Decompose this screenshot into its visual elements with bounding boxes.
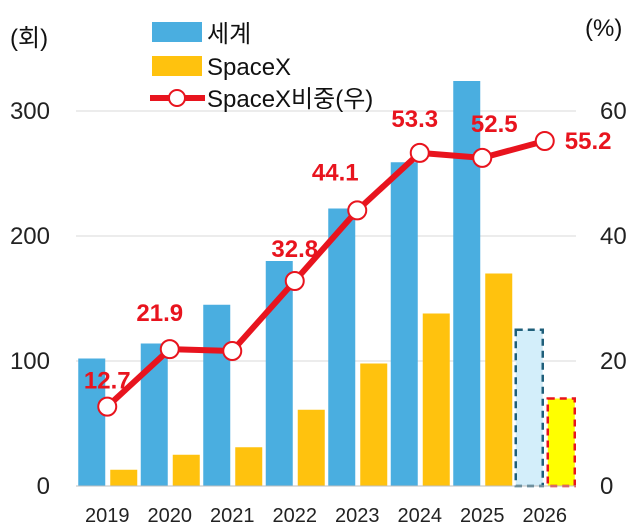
share-marker (222, 341, 243, 361)
bar-world (203, 304, 231, 486)
left-tick-label: 0 (37, 473, 50, 500)
right-tick-label: 60 (600, 98, 627, 125)
share-marker (284, 271, 305, 291)
left-tick-label: 300 (10, 98, 50, 125)
x-tick-label: 2024 (398, 505, 443, 527)
legend-swatch-world (152, 22, 202, 42)
share-data-label: 53.3 (391, 106, 438, 133)
x-tick-label: 2023 (335, 505, 380, 527)
bar-spacex (485, 273, 513, 486)
x-tick-label: 2026 (523, 505, 568, 527)
share-data-label: 21.9 (136, 300, 183, 327)
left-axis-unit: (회) (10, 25, 48, 52)
share-data-label: 55.2 (565, 128, 612, 155)
bar-spacex (360, 363, 388, 486)
share-marker (347, 200, 368, 221)
legend-label-share: SpaceX비중(우) (207, 86, 373, 113)
x-tick-label: 2025 (460, 505, 505, 527)
share-data-label: 52.5 (471, 111, 518, 138)
bar-world (78, 358, 106, 486)
right-axis-unit: (%) (585, 15, 622, 42)
bar-world (453, 81, 481, 486)
legend-swatch-spacex (152, 56, 202, 76)
bar-world (328, 208, 356, 486)
share-data-label: 12.7 (84, 368, 131, 395)
share-marker (97, 396, 118, 417)
bar-spacex-projected (546, 397, 576, 488)
x-tick-label: 2019 (85, 505, 130, 527)
x-tick-label: 2020 (148, 505, 193, 527)
bar-spacex (235, 447, 263, 486)
share-marker (472, 147, 493, 168)
share-line (105, 138, 546, 409)
bar-world-projected (514, 328, 544, 488)
share-marker (159, 339, 180, 360)
left-tick-label: 100 (10, 348, 50, 375)
left-tick-label: 200 (10, 223, 50, 250)
bar-spacex (422, 313, 450, 486)
x-tick-label: 2022 (273, 505, 318, 527)
share-marker (409, 142, 430, 163)
bar-spacex (172, 454, 200, 486)
right-tick-label: 20 (600, 348, 627, 375)
bar-spacex (297, 409, 325, 486)
right-tick-label: 40 (600, 223, 627, 250)
share-marker (534, 131, 555, 151)
x-tick-label: 2021 (210, 505, 255, 527)
legend-marker-share (168, 89, 186, 107)
bar-spacex (110, 469, 138, 486)
share-data-label: 44.1 (312, 159, 359, 186)
legend-label-world: 세계 (207, 21, 251, 48)
right-tick-label: 0 (600, 473, 613, 500)
bar-world (390, 162, 418, 486)
share-data-label: 32.8 (271, 236, 318, 263)
legend-label-spacex: SpaceX (207, 54, 291, 81)
